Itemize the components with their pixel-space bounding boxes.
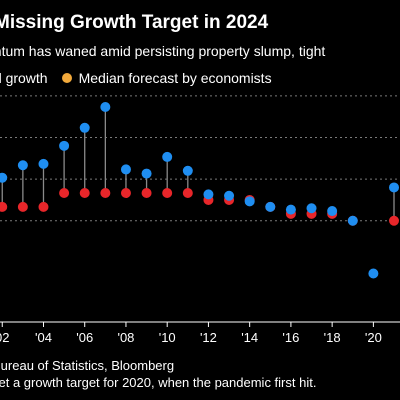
growth-point-2019 bbox=[347, 215, 358, 226]
target-point-2002 bbox=[0, 201, 8, 212]
growth-point-2017 bbox=[306, 203, 317, 214]
target-point-2009 bbox=[141, 188, 152, 198]
chart-subtitle: entum has waned amid persisting property… bbox=[0, 43, 326, 59]
x-tick-label-3: '08 bbox=[117, 330, 134, 345]
legend: ual growth Median forecast by economists bbox=[0, 70, 286, 86]
chart-title: Missing Growth Target in 2024 bbox=[0, 12, 269, 33]
target-point-2006 bbox=[79, 188, 90, 198]
growth-point-2021 bbox=[389, 182, 399, 193]
growth-point-2004 bbox=[38, 158, 49, 169]
x-tick-label-4: '10 bbox=[159, 330, 176, 345]
x-tick-label-9: '20 bbox=[365, 330, 382, 345]
x-tick-label-7: '16 bbox=[282, 330, 299, 345]
growth-point-2012 bbox=[203, 189, 214, 200]
x-tick-label-8: '18 bbox=[324, 330, 341, 345]
legend-dot-forecast bbox=[61, 73, 72, 83]
x-tick-label-0: 02 bbox=[0, 330, 9, 345]
target-point-2010 bbox=[162, 188, 173, 198]
growth-point-2003 bbox=[17, 160, 28, 171]
growth-point-2006 bbox=[79, 122, 90, 133]
growth-point-2016 bbox=[285, 204, 296, 215]
growth-point-2009 bbox=[141, 168, 152, 179]
target-point-2004 bbox=[38, 201, 49, 212]
x-tick-label-2: '06 bbox=[76, 330, 93, 345]
growth-point-2010 bbox=[162, 151, 173, 162]
target-point-2011 bbox=[182, 188, 193, 198]
legend-item-forecast: Median forecast by economists bbox=[61, 70, 272, 86]
growth-point-2002 bbox=[0, 172, 8, 183]
growth-point-2007 bbox=[100, 101, 111, 112]
growth-point-2008 bbox=[120, 164, 131, 175]
legend-label-forecast: Median forecast by economists bbox=[78, 70, 272, 86]
growth-point-2005 bbox=[59, 140, 70, 151]
target-point-2003 bbox=[17, 201, 28, 212]
growth-point-2015 bbox=[265, 201, 276, 212]
growth-point-2011 bbox=[182, 165, 193, 176]
growth-point-2018 bbox=[327, 206, 338, 217]
growth-point-2020 bbox=[368, 268, 379, 279]
target-point-2008 bbox=[120, 188, 131, 198]
target-point-2005 bbox=[59, 188, 70, 198]
target-point-2007 bbox=[100, 188, 111, 198]
target-point-2021 bbox=[389, 215, 399, 226]
x-tick-label-1: '04 bbox=[35, 330, 52, 345]
x-tick-label-6: '14 bbox=[241, 330, 258, 345]
growth-point-2014 bbox=[244, 196, 255, 207]
growth-point-2013 bbox=[224, 190, 235, 201]
footnote: set a growth target for 2020, when the p… bbox=[0, 375, 317, 390]
source-note: Bureau of Statistics, Bloomberg bbox=[0, 358, 175, 373]
x-tick-label-5: '12 bbox=[200, 330, 217, 345]
legend-label-growth: ual growth bbox=[0, 70, 48, 86]
legend-item-growth: ual growth bbox=[0, 70, 48, 86]
